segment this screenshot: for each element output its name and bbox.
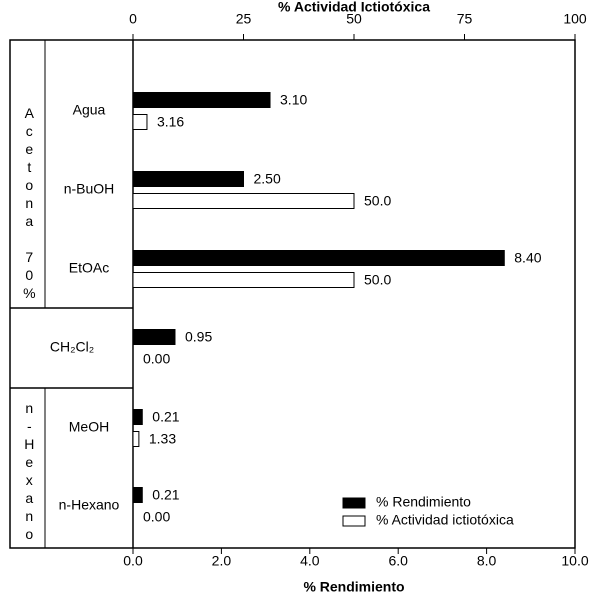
value-label: 1.33 xyxy=(149,431,176,447)
bar xyxy=(132,114,148,130)
x-tick-label: 8.0 xyxy=(477,553,497,569)
legend-label: % Rendimiento xyxy=(376,494,471,510)
group-label: Acetona 70% xyxy=(21,105,37,303)
x-tick-label: 6.0 xyxy=(388,553,408,569)
value-label: 0.00 xyxy=(143,509,170,525)
value-label: 50.0 xyxy=(364,193,391,209)
x2-axis-title: % Actividad Ictiotóxica xyxy=(278,0,430,15)
x2-tick-label: 50 xyxy=(346,11,362,27)
value-label: 0.21 xyxy=(152,409,179,425)
bar xyxy=(132,250,505,266)
y-tick-label: n-Hexano xyxy=(59,497,120,513)
legend-label: % Actividad ictiotóxica xyxy=(376,512,514,528)
bar xyxy=(132,171,244,187)
x-tick-label: 2.0 xyxy=(212,553,232,569)
value-label: 3.16 xyxy=(157,114,184,130)
legend-swatch xyxy=(342,497,366,509)
x-tick-label: 0.0 xyxy=(123,553,143,569)
value-label: 0.95 xyxy=(185,329,212,345)
y-tick-label: Agua xyxy=(73,102,106,118)
y-tick-label: MeOH xyxy=(69,419,109,435)
bar xyxy=(132,431,140,447)
value-label: 0.21 xyxy=(152,487,179,503)
value-label: 50.0 xyxy=(364,272,391,288)
legend-swatch xyxy=(342,515,366,527)
x-tick-label: 4.0 xyxy=(300,553,320,569)
x2-tick-label: 0 xyxy=(129,11,137,27)
x2-tick-label: 100 xyxy=(563,11,587,27)
x-axis-title: % Rendimiento xyxy=(303,579,404,595)
y-tick-label: EtOAc xyxy=(69,260,109,276)
value-label: 0.00 xyxy=(143,351,170,367)
value-label: 3.10 xyxy=(280,92,307,108)
y-tick-label: n-BuOH xyxy=(64,181,115,197)
x2-tick-label: 25 xyxy=(236,11,252,27)
bar xyxy=(132,487,143,503)
value-label: 2.50 xyxy=(254,171,281,187)
bar xyxy=(132,272,355,288)
frame xyxy=(9,39,576,549)
bar xyxy=(132,409,143,425)
value-label: 8.40 xyxy=(514,250,541,266)
x-tick-label: 10.0 xyxy=(561,553,588,569)
y-tick-label: CH₂Cl₂ xyxy=(50,339,94,355)
group-label: n-Hexano xyxy=(21,400,37,544)
bar xyxy=(132,329,176,345)
bar xyxy=(132,92,271,108)
bar xyxy=(132,193,355,209)
x2-tick-label: 75 xyxy=(457,11,473,27)
